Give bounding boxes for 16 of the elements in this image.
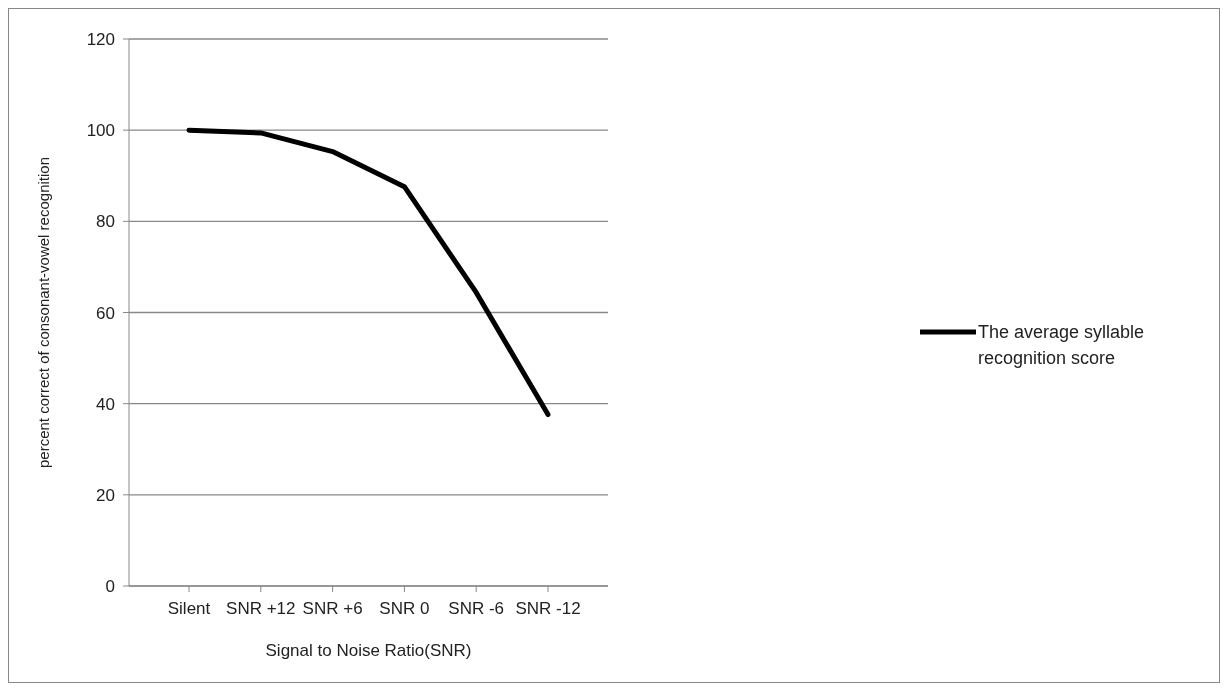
x-tick-label: SNR +6 <box>302 599 363 619</box>
y-tick-label: 0 <box>105 577 115 597</box>
x-tick-label: SNR +12 <box>226 599 296 619</box>
y-tick-label: 80 <box>96 212 115 232</box>
x-tick-label: SNR 0 <box>379 599 430 619</box>
y-tick-label: 60 <box>96 303 115 323</box>
x-tick-label: SNR -6 <box>448 599 505 619</box>
x-tick-label: SNR -12 <box>515 599 581 619</box>
y-axis-title: percent correct of consonant-vowel recognition <box>35 156 53 469</box>
y-tick-label: 40 <box>96 394 115 414</box>
legend-label: The average syllable recognition score <box>978 321 1146 370</box>
y-tick-label: 20 <box>96 485 115 505</box>
x-axis-title: Signal to Noise Ratio(SNR) <box>265 641 472 660</box>
y-tick-label: 120 <box>86 30 115 50</box>
y-tick-label: 100 <box>86 121 115 141</box>
x-tick-label: Silent <box>167 599 211 619</box>
